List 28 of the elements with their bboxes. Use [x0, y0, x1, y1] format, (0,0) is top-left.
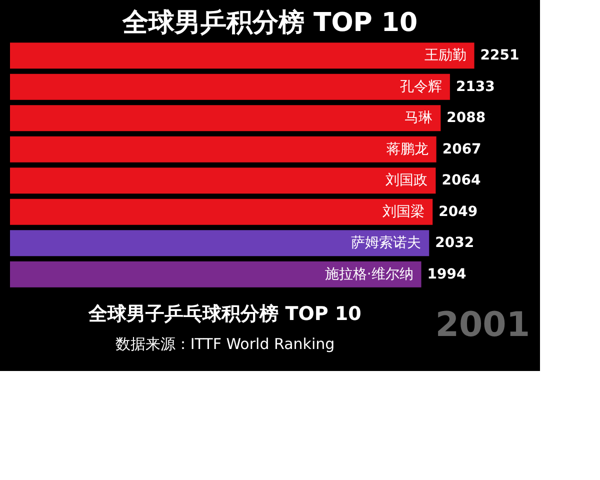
text: 2001 — [435, 305, 530, 345]
text: 全球男子乒乓球积分榜 TOP 10 — [88, 303, 362, 325]
y-tick-label: 蒋鹏龙 — [386, 141, 428, 158]
bar — [10, 198, 433, 225]
bar — [10, 168, 436, 194]
bar — [10, 42, 474, 69]
data-label: 1994 — [427, 266, 466, 282]
data-label: 2064 — [442, 172, 481, 189]
y-tick-label: 王励勤 — [424, 48, 466, 64]
bar — [10, 105, 441, 132]
y-tick-label: 刘国梁 — [382, 204, 425, 220]
y-tick-label: 萨姆索诺夫 — [351, 235, 422, 252]
data-label: 2088 — [446, 110, 486, 126]
data-label: 2133 — [456, 78, 495, 95]
bar — [10, 261, 422, 288]
bar — [10, 74, 450, 100]
bar — [10, 230, 430, 256]
y-tick-label: 施拉格·维尔纳 — [324, 266, 414, 282]
source-note: 数据来源：ITTF World Ranking — [115, 335, 335, 353]
bar — [10, 136, 436, 162]
data-label: 2049 — [438, 204, 478, 220]
data-label: 2251 — [480, 48, 520, 64]
y-tick-label: 马琳 — [404, 110, 433, 126]
data-label: 2032 — [435, 235, 474, 252]
y-tick-label: 刘国政 — [386, 172, 428, 189]
data-label: 2067 — [442, 141, 482, 158]
chart-title: 全球男乒积分榜 TOP 10 — [121, 8, 418, 38]
y-tick-label: 孔令辉 — [400, 78, 442, 95]
